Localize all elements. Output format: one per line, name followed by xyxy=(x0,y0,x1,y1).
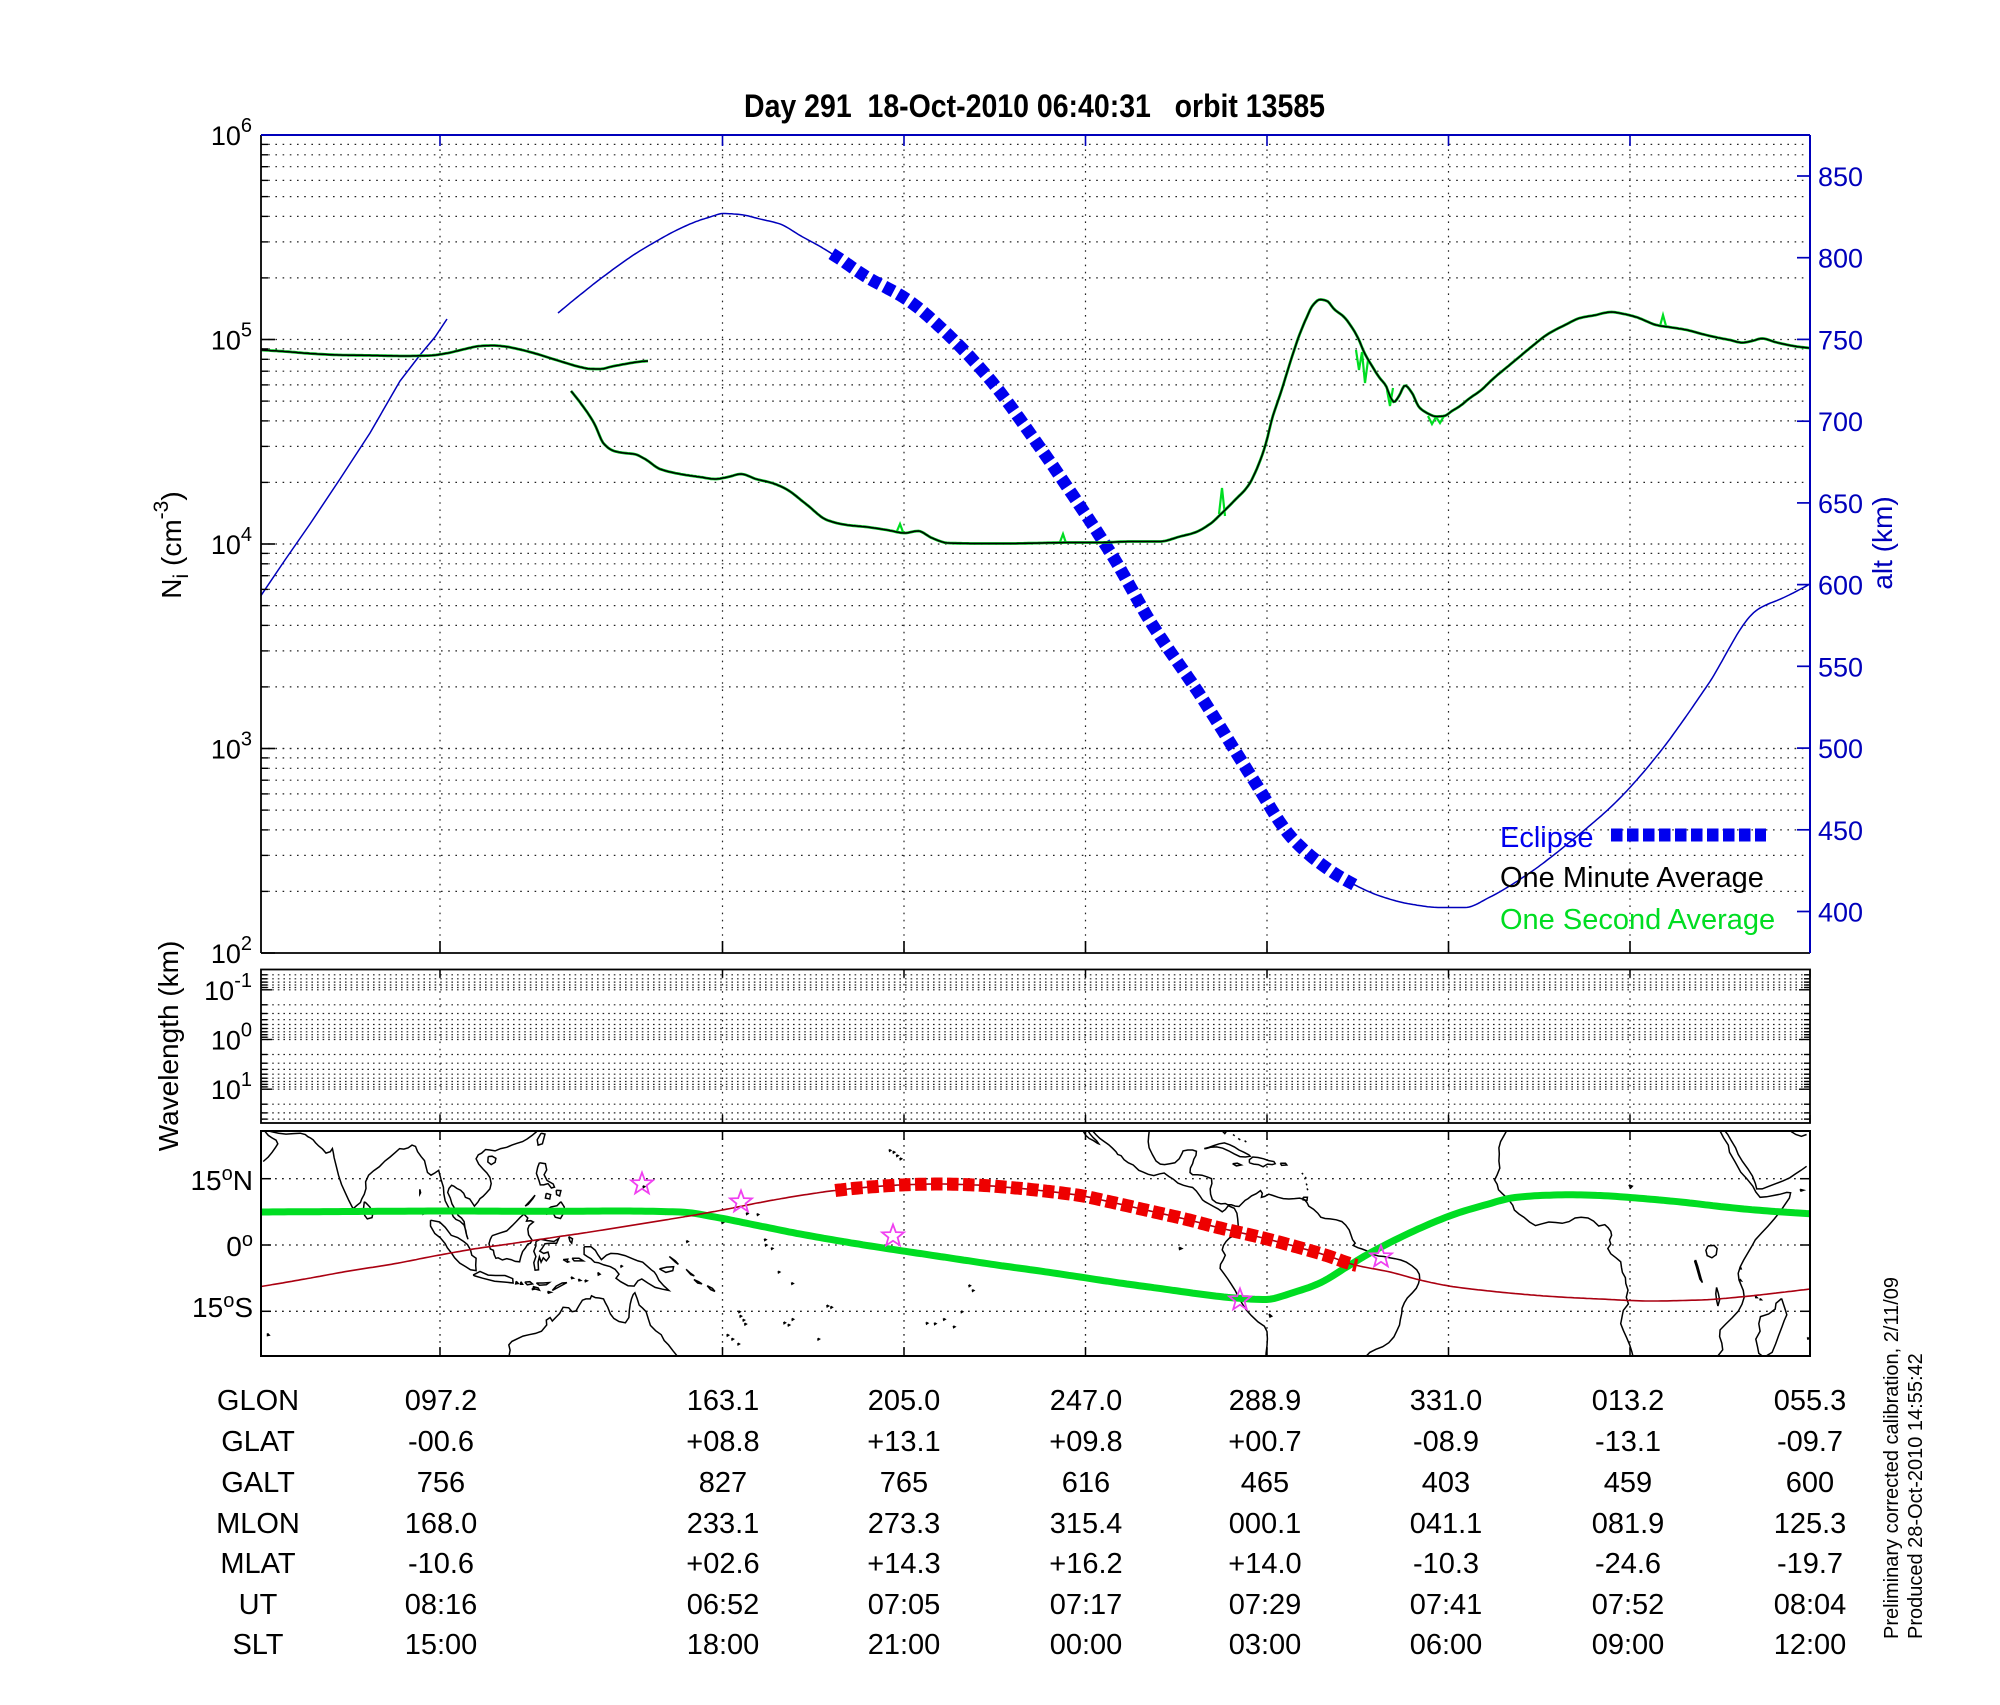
svg-text:-10.6: -10.6 xyxy=(408,1548,474,1580)
svg-text:10-1: 10-1 xyxy=(204,970,252,1006)
svg-text:+14.3: +14.3 xyxy=(867,1548,940,1580)
svg-text:101: 101 xyxy=(211,1069,252,1105)
svg-text:MLON: MLON xyxy=(216,1508,300,1540)
svg-text:alt (km): alt (km) xyxy=(1867,496,1898,589)
svg-text:750: 750 xyxy=(1818,325,1863,355)
svg-text:-10.3: -10.3 xyxy=(1413,1548,1479,1580)
svg-text:15:00: 15:00 xyxy=(405,1629,478,1661)
svg-text:-08.9: -08.9 xyxy=(1413,1426,1479,1458)
svg-text:403: 403 xyxy=(1422,1467,1470,1499)
svg-text:700: 700 xyxy=(1818,407,1863,437)
svg-text:650: 650 xyxy=(1818,489,1863,519)
svg-text:125.3: 125.3 xyxy=(1774,1508,1847,1540)
svg-text:One Second Average: One Second Average xyxy=(1500,904,1775,936)
svg-text:00:00: 00:00 xyxy=(1050,1629,1123,1661)
svg-text:800: 800 xyxy=(1818,244,1863,274)
svg-text:247.0: 247.0 xyxy=(1050,1385,1123,1417)
svg-text:616: 616 xyxy=(1062,1467,1110,1499)
svg-text:08:04: 08:04 xyxy=(1774,1589,1847,1621)
svg-text:UT: UT xyxy=(239,1589,278,1621)
svg-text:+00.7: +00.7 xyxy=(1228,1426,1301,1458)
svg-text:273.3: 273.3 xyxy=(868,1508,941,1540)
svg-text:+02.6: +02.6 xyxy=(686,1548,759,1580)
svg-text:756: 756 xyxy=(417,1467,465,1499)
svg-text:18:00: 18:00 xyxy=(687,1629,760,1661)
svg-text:-13.1: -13.1 xyxy=(1595,1426,1661,1458)
svg-text:288.9: 288.9 xyxy=(1229,1385,1302,1417)
svg-text:07:41: 07:41 xyxy=(1410,1589,1483,1621)
svg-text:850: 850 xyxy=(1818,162,1863,192)
svg-text:+08.8: +08.8 xyxy=(686,1426,759,1458)
svg-text:500: 500 xyxy=(1818,734,1863,764)
svg-text:000.1: 000.1 xyxy=(1229,1508,1302,1540)
svg-text:07:17: 07:17 xyxy=(1050,1589,1123,1621)
svg-text:06:52: 06:52 xyxy=(687,1589,760,1621)
svg-text:+16.2: +16.2 xyxy=(1049,1548,1122,1580)
svg-text:055.3: 055.3 xyxy=(1774,1385,1847,1417)
svg-text:Wavelength (km): Wavelength (km) xyxy=(153,941,184,1152)
svg-text:081.9: 081.9 xyxy=(1592,1508,1665,1540)
svg-text:+14.0: +14.0 xyxy=(1228,1548,1301,1580)
svg-text:400: 400 xyxy=(1818,898,1863,928)
svg-text:15oS: 15oS xyxy=(192,1290,253,1323)
svg-text:600: 600 xyxy=(1786,1467,1834,1499)
svg-text:450: 450 xyxy=(1818,816,1863,846)
svg-text:GLON: GLON xyxy=(217,1385,299,1417)
svg-text:21:00: 21:00 xyxy=(868,1629,941,1661)
svg-text:07:05: 07:05 xyxy=(868,1589,941,1621)
svg-text:One Minute Average: One Minute Average xyxy=(1500,862,1764,894)
svg-text:15oN: 15oN xyxy=(190,1163,253,1196)
svg-text:-19.7: -19.7 xyxy=(1777,1548,1843,1580)
svg-text:MLAT: MLAT xyxy=(220,1548,295,1580)
svg-text:06:00: 06:00 xyxy=(1410,1629,1483,1661)
svg-text:03:00: 03:00 xyxy=(1229,1629,1302,1661)
svg-text:07:52: 07:52 xyxy=(1592,1589,1665,1621)
svg-text:205.0: 205.0 xyxy=(868,1385,941,1417)
svg-text:07:29: 07:29 xyxy=(1229,1589,1302,1621)
svg-text:600: 600 xyxy=(1818,571,1863,601)
svg-text:013.2: 013.2 xyxy=(1592,1385,1665,1417)
svg-text:459: 459 xyxy=(1604,1467,1652,1499)
svg-text:GALT: GALT xyxy=(221,1467,295,1499)
svg-text:827: 827 xyxy=(699,1467,747,1499)
svg-text:08:16: 08:16 xyxy=(405,1589,478,1621)
svg-text:765: 765 xyxy=(880,1467,928,1499)
svg-text:Day 291 18-Oct-2010 06:40:31: Day 291 18-Oct-2010 06:40:31 orbit 13585 xyxy=(744,88,1325,124)
svg-text:09:00: 09:00 xyxy=(1592,1629,1665,1661)
svg-text:GLAT: GLAT xyxy=(221,1426,295,1458)
svg-text:465: 465 xyxy=(1241,1467,1289,1499)
svg-text:-09.7: -09.7 xyxy=(1777,1426,1843,1458)
svg-text:315.4: 315.4 xyxy=(1050,1508,1123,1540)
svg-text:-24.6: -24.6 xyxy=(1595,1548,1661,1580)
svg-text:Eclipse: Eclipse xyxy=(1500,822,1594,854)
svg-text:12:00: 12:00 xyxy=(1774,1629,1847,1661)
svg-text:168.0: 168.0 xyxy=(405,1508,478,1540)
svg-text:SLT: SLT xyxy=(232,1629,283,1661)
svg-text:550: 550 xyxy=(1818,652,1863,682)
svg-text:097.2: 097.2 xyxy=(405,1385,478,1417)
svg-text:331.0: 331.0 xyxy=(1410,1385,1483,1417)
svg-text:+09.8: +09.8 xyxy=(1049,1426,1122,1458)
svg-text:+13.1: +13.1 xyxy=(867,1426,940,1458)
svg-text:Preliminary corrected calibrat: Preliminary corrected calibration, 2/11/… xyxy=(1881,1277,1903,1639)
svg-text:-00.6: -00.6 xyxy=(408,1426,474,1458)
svg-text:163.1: 163.1 xyxy=(687,1385,760,1417)
svg-text:041.1: 041.1 xyxy=(1410,1508,1483,1540)
svg-text:Produced 28-Oct-2010 14:55:42: Produced 28-Oct-2010 14:55:42 xyxy=(1905,1353,1927,1639)
svg-text:233.1: 233.1 xyxy=(687,1508,760,1540)
